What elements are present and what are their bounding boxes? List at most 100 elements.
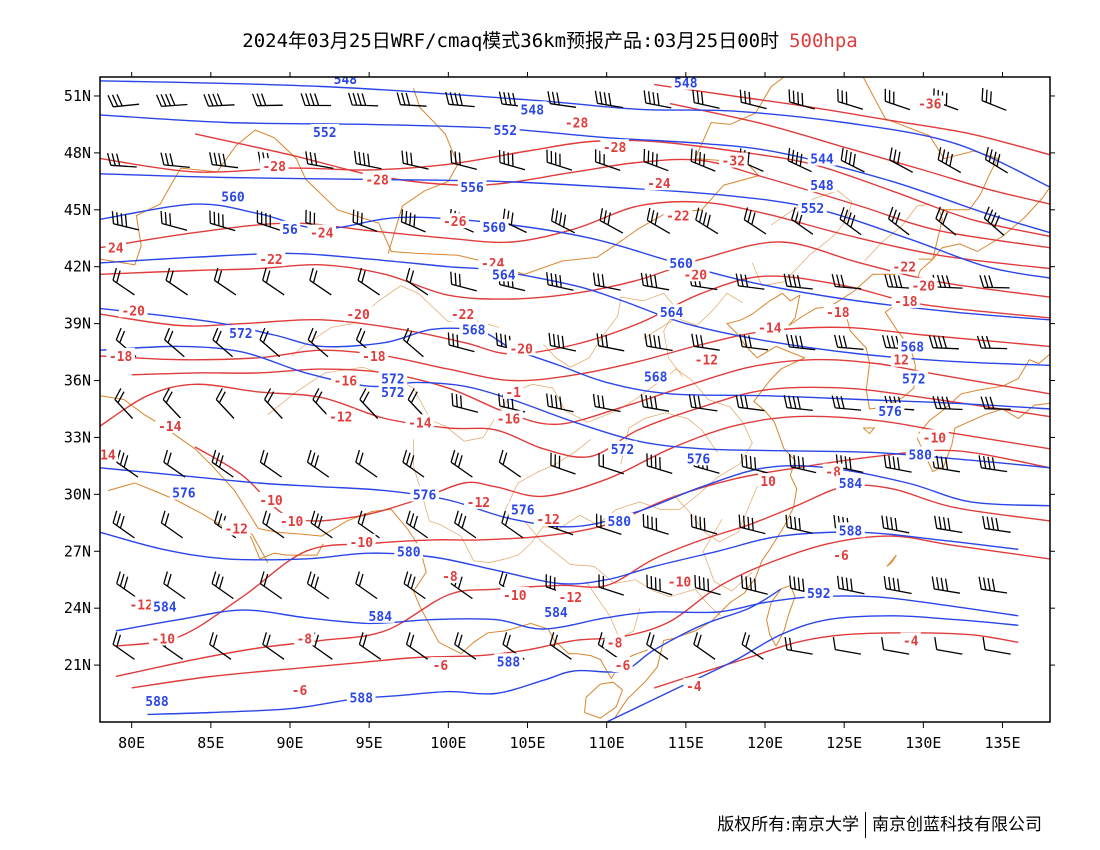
height-label-bg (518, 101, 547, 117)
y-tick-label: 42N (64, 258, 91, 276)
wind-barb (306, 571, 330, 600)
wind-barb (643, 90, 672, 109)
wind-barb (405, 267, 429, 296)
coastline (584, 681, 624, 719)
wind-barb (783, 273, 813, 290)
wind-barb (785, 334, 816, 351)
height-label-bg (657, 304, 686, 320)
x-tick-label: 120E (747, 734, 783, 752)
height-contour (100, 464, 1050, 528)
height-label-bg (836, 522, 865, 538)
wind-barb (640, 272, 670, 291)
height-contour (100, 345, 1050, 469)
height-label-bg (366, 607, 395, 623)
temperature-label: -14 (158, 420, 182, 435)
temperature-label: -16 (497, 413, 521, 428)
x-tick-label: 110E (589, 734, 625, 752)
height-label: 588 (839, 524, 863, 539)
wind-barb (162, 388, 182, 419)
title-level: 500hpa (789, 30, 858, 52)
country-border (387, 88, 459, 254)
temperature-contour (194, 133, 1050, 249)
wind-barb (935, 206, 957, 236)
wind-barb (546, 272, 574, 291)
wind-barb (549, 632, 572, 660)
wind-barb (212, 327, 234, 358)
y-tick-label: 21N (64, 656, 91, 674)
wind-barb (598, 574, 625, 596)
temperature-label-bg (556, 588, 585, 604)
wind-barb (932, 396, 963, 411)
temperature-label-bg (326, 408, 355, 424)
wind-barb (739, 334, 769, 351)
height-contours (100, 80, 1050, 722)
wind-barb (209, 152, 239, 169)
wind-barb (546, 393, 574, 413)
temperature-label: -18 (894, 295, 918, 310)
temperature-label-bg (665, 573, 694, 589)
height-label-bg (169, 484, 199, 500)
coastline (862, 427, 876, 435)
height-contour (606, 615, 1019, 722)
temperature-label-bg (448, 306, 477, 322)
wind-barb (594, 149, 621, 172)
height-label: 544 (810, 153, 834, 168)
height-label: 548 (674, 77, 698, 92)
wind-barb (396, 92, 427, 107)
wind-barb (454, 510, 477, 539)
temperature-label-bg (823, 304, 853, 320)
height-label: 576 (511, 504, 535, 519)
wind-barb (498, 393, 526, 413)
temperature-contour (653, 632, 1019, 689)
wind-barb (400, 209, 426, 233)
temperature-label: -14 (758, 321, 782, 336)
temperature-label-bg (155, 418, 184, 434)
y-tick-label: 33N (64, 428, 91, 446)
wind-barb (983, 206, 1005, 236)
x-tick-label: 90E (276, 734, 303, 752)
height-label-bg (899, 370, 929, 386)
wind-barb (984, 146, 1009, 174)
wind-barb (451, 393, 479, 413)
height-label-bg (331, 77, 360, 86)
wind-barb (256, 210, 283, 232)
x-tick-label: 80E (118, 734, 145, 752)
wind-barb (978, 455, 1008, 473)
wind-barb (743, 207, 767, 235)
copyright-footer: 版权所有:南京大学 南京创蓝科技有限公司 (717, 810, 1042, 838)
wind-barb (599, 208, 624, 234)
wind-barb (596, 333, 625, 352)
wind-barb (402, 449, 425, 478)
temperature-label-bg (562, 114, 591, 130)
temperature-label: -6 (833, 549, 849, 564)
height-label-bg (608, 440, 637, 456)
temperature-label: -20 (121, 304, 145, 319)
wind-barb (211, 449, 234, 478)
height-label: 572 (381, 373, 404, 388)
temperature-label-bg (362, 171, 392, 187)
temperature-label-bg (604, 634, 625, 650)
wind-barb (840, 147, 865, 173)
temperature-label: -10 (280, 515, 304, 530)
wind-barb (112, 267, 135, 296)
wind-barb (980, 396, 1011, 410)
temperature-label: -16 (334, 375, 358, 390)
temperature-label: -10 (668, 576, 692, 591)
wind-barb (502, 208, 527, 234)
wind-barb (883, 576, 912, 595)
wind-barb (644, 333, 673, 352)
temperature-label: -20 (912, 280, 936, 295)
height-label-bg (798, 199, 827, 215)
wind-barb (690, 514, 718, 535)
height-label: 584 (153, 600, 177, 615)
wind-barb (259, 327, 281, 358)
temperature-label: -28 (262, 160, 286, 175)
wind-barb (881, 515, 910, 534)
wind-barb (693, 632, 716, 660)
temperature-label-bg (612, 657, 633, 673)
wind-barb (694, 574, 721, 596)
wind-barb (454, 632, 477, 660)
temperature-label: -12 (695, 354, 718, 369)
wind-barb (833, 334, 864, 351)
temperature-label-bg (464, 493, 493, 509)
